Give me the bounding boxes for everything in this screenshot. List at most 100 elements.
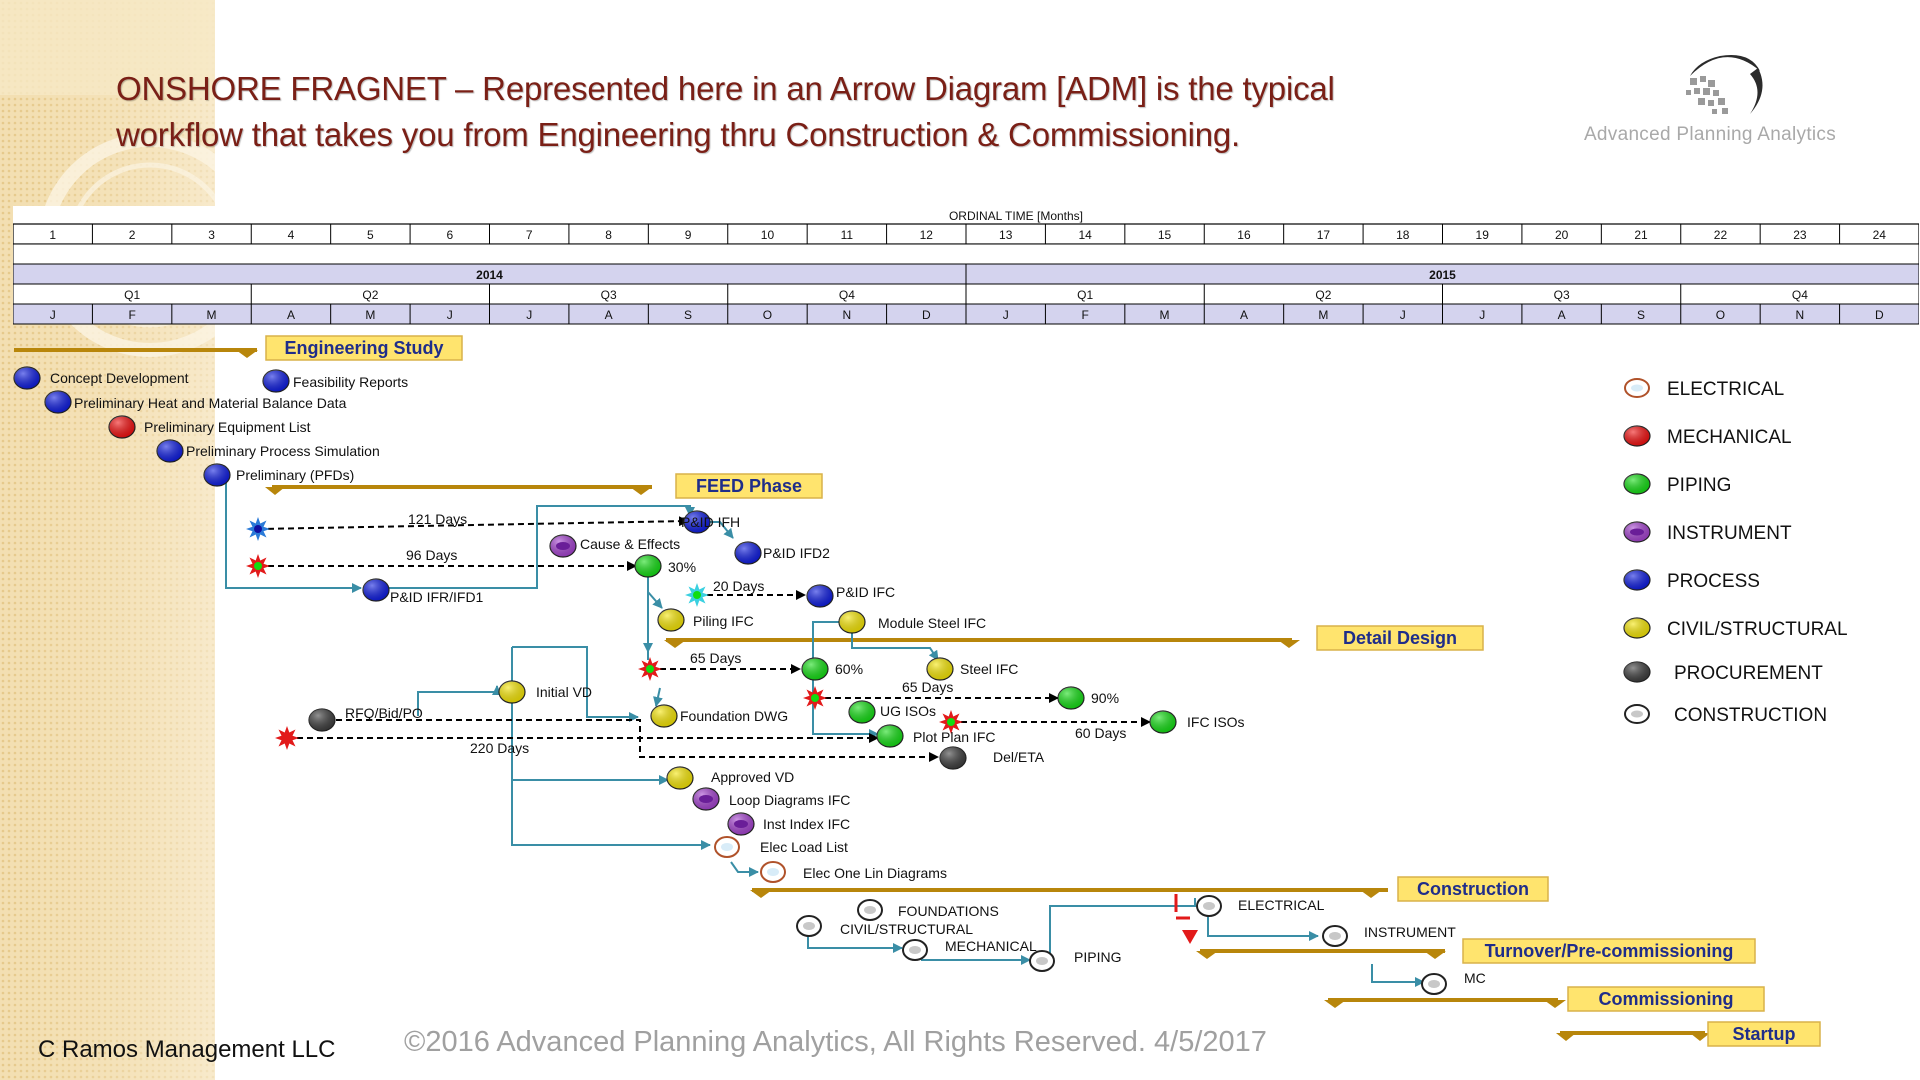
start-burst-icon [275,726,299,750]
node-module-steel-ifc: Module Steel IFC [838,610,986,634]
company-name: C Ramos Management LLC [38,1036,336,1063]
node-feasibility-reports: Feasibility Reports [262,369,408,393]
quarter-label: Q1 [124,288,140,302]
legend-label: PROCESS [1667,571,1760,592]
duration-label: 65 Days [690,650,741,666]
node-label: Cause & Effects [580,536,680,552]
node-label: Preliminary Equipment List [144,419,311,435]
month-letter: O [763,308,772,322]
month-number: 9 [685,228,692,242]
node-label: Approved VD [711,769,794,785]
node-label: Elec One Lin Diagrams [803,865,947,881]
node-label: Initial VD [536,684,592,700]
month-letter: M [1318,308,1328,322]
month-letter: D [922,308,931,322]
month-letter: A [1558,308,1566,322]
node-mechanical: MECHANICAL [902,938,1037,961]
duration-labels: 121 Days 96 Days 20 Days 65 Days 65 Days 220 … [406,511,1126,756]
start-burst-icon [685,583,709,607]
month-letter: A [287,308,295,322]
node-label: Concept Development [50,370,189,386]
duration-label: 65 Days [902,679,953,695]
phase-feed-phase: FEED Phase [675,473,823,499]
phase-labels: Engineering Study FEED Phase Detail Design… [265,335,1821,1047]
legend-label: PIPING [1667,475,1731,496]
quarter-label: Q3 [601,288,617,302]
node-plot-plan-ifc: Plot Plan IFC [876,724,995,748]
month-number: 7 [526,228,533,242]
node-p-id-ifd2: P&ID IFD2 [734,541,830,565]
node-label: 30% [668,559,696,575]
node-foundation-dwg: Foundation DWG [650,704,788,728]
month-letter: D [1875,308,1884,322]
node-foundations: FOUNDATIONS [857,899,999,921]
node-initial-vd: Initial VD [498,680,592,704]
node-preliminary-equipment-list: Preliminary Equipment List [108,415,311,439]
month-number: 5 [367,228,374,242]
title-line-1: ONSHORE FRAGNET – Represented here in an… [116,70,1335,107]
legend-item-civil: CIVIL/STRUCTURAL [1623,617,1848,640]
legend-label: CONSTRUCTION [1674,705,1827,726]
node-label: Foundation DWG [680,708,788,724]
month-number: 4 [288,228,295,242]
phase-detail-design: Detail Design [1316,625,1484,651]
timeline-grid: ORDINAL TIME [Months]1 2 3 4 5 6 7 8 9 10 11 12 13 14… [13,206,1919,325]
quarter-label: Q4 [839,288,855,302]
node-label: Elec Load List [760,839,848,855]
legend-item-electrical: ELECTRICAL [1624,378,1784,400]
month-number: 8 [605,228,612,242]
legend-item-procurement: PROCUREMENT [1623,661,1823,684]
node-cause-effects: Cause & Effects [549,534,680,558]
node-preliminary-process-simulation: Preliminary Process Simulation [156,439,380,463]
legend-item-mechanical: MECHANICAL [1623,425,1792,448]
node-label: UG ISOs [880,703,936,719]
legend-label: MECHANICAL [1667,427,1792,448]
month-number: 6 [446,228,453,242]
node-label: IFC ISOs [1187,714,1245,730]
node-label: CIVIL/STRUCTURAL [840,921,973,937]
node-label: Preliminary (PFDs) [236,467,354,483]
node-elec-one-lin-diagrams: Elec One Lin Diagrams [760,861,947,883]
month-number: 19 [1476,228,1490,242]
phase-startup: Startup [1707,1021,1821,1047]
month-number: 1 [49,228,56,242]
month-number: 10 [761,228,775,242]
month-number: 23 [1793,228,1807,242]
node-loop-diagrams-ifc: Loop Diagrams IFC [692,787,850,811]
month-number: 16 [1237,228,1251,242]
phase-label: Engineering Study [284,338,443,358]
duration-label: 60 Days [1075,725,1126,741]
quarter-label: Q4 [1792,288,1808,302]
node-preliminary-heat-and-material-balance-data: Preliminary Heat and Material Balance Da… [44,390,347,414]
node-civil-structural: CIVIL/STRUCTURAL [796,915,973,937]
legend-item-process: PROCESS [1623,569,1760,592]
node-30: 30% [634,554,696,578]
activity-nodes: Concept Development Preliminary Heat and … [13,366,1486,995]
node-p-id-ifc: P&ID IFC [806,584,895,608]
node-label: Module Steel IFC [878,615,986,631]
node-label: P&ID IFH [681,514,740,530]
month-letter: J [1003,308,1009,322]
month-letter: F [128,308,135,322]
node-label: P&ID IFC [836,584,895,600]
legend-label: INSTRUMENT [1667,523,1792,544]
month-letter: J [526,308,532,322]
copyright-date: ©2016 Advanced Planning Analytics, All R… [404,1026,1267,1058]
node-label: P&ID IFR/IFD1 [390,589,484,605]
quarter-label: Q1 [1077,288,1093,302]
quarter-label: Q2 [362,288,378,302]
legend-label: CIVIL/STRUCTURAL [1667,619,1848,640]
node-label: Plot Plan IFC [913,729,995,745]
month-letter: A [605,308,613,322]
node-label: Inst Index IFC [763,816,850,832]
node-label: Feasibility Reports [293,374,408,390]
node-label: RFQ/Bid/PO [345,705,423,721]
node-ifc-isos: IFC ISOs [1149,710,1245,734]
month-letter: O [1716,308,1725,322]
month-letter: J [1479,308,1485,322]
critical-markers [1174,894,1198,944]
node-concept-development: Concept Development [13,366,189,390]
year-label: 2015 [1429,268,1456,282]
node-ug-isos: UG ISOs [848,700,936,724]
